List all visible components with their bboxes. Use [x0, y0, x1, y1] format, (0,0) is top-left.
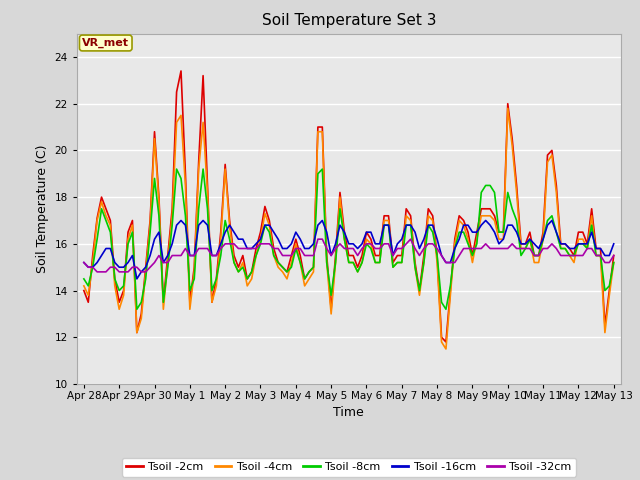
- Title: Soil Temperature Set 3: Soil Temperature Set 3: [262, 13, 436, 28]
- Y-axis label: Soil Temperature (C): Soil Temperature (C): [36, 144, 49, 273]
- Text: VR_met: VR_met: [82, 38, 129, 48]
- Legend: Tsoil -2cm, Tsoil -4cm, Tsoil -8cm, Tsoil -16cm, Tsoil -32cm: Tsoil -2cm, Tsoil -4cm, Tsoil -8cm, Tsoi…: [122, 457, 576, 477]
- X-axis label: Time: Time: [333, 407, 364, 420]
